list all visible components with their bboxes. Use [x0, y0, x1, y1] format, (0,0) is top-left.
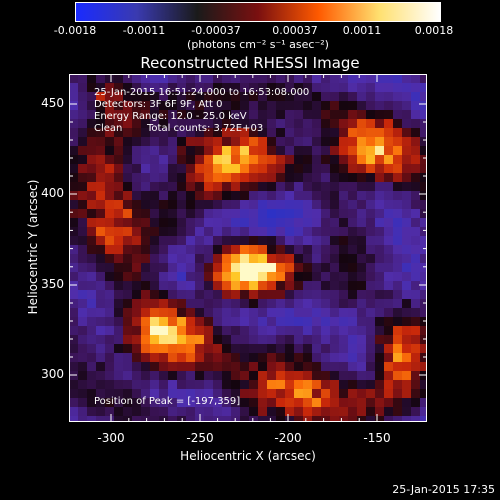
- colorbar-tick: 0.0011: [342, 24, 382, 37]
- rhessi-image: [69, 74, 427, 422]
- intensity-map: [69, 74, 427, 422]
- y-axis-label: Heliocentric Y (arcsec): [26, 179, 40, 315]
- y-tick-label: 450: [41, 96, 64, 110]
- colorbar-tick: -0.0011: [122, 24, 166, 37]
- colorbar-tick: -0.00037: [191, 24, 241, 37]
- energy-range: Energy Range: 12.0 - 25.0 keV: [94, 111, 247, 122]
- y-tick-label: 300: [41, 367, 64, 381]
- y-tick-label: 350: [41, 277, 64, 291]
- colorbar-tick: -0.0018: [53, 24, 97, 37]
- x-axis-label: Heliocentric X (arcsec): [180, 449, 316, 463]
- detectors: Detectors: 3F 6F 9F, Att 0: [94, 99, 223, 110]
- image-title: Reconstructed RHESSI Image: [140, 54, 360, 72]
- colorbar-gradient: [75, 2, 441, 22]
- colorbar-tick: 0.00037: [272, 24, 318, 37]
- x-tick-label: -200: [274, 431, 302, 445]
- time-range: 25-Jan-2015 16:51:24.000 to 16:53:08.000: [94, 87, 310, 98]
- colorbar: [75, 2, 441, 22]
- peak-position: Position of Peak = [-197,359]: [94, 396, 241, 407]
- y-tick-label: 400: [41, 186, 64, 200]
- colorbar-tick: 0.0018: [414, 24, 454, 37]
- total-counts: Total counts: 3.72E+03: [147, 123, 264, 134]
- footer-timestamp: 25-Jan-2015 17:35: [392, 483, 495, 496]
- x-tick-label: -300: [97, 431, 125, 445]
- method: Clean: [94, 123, 123, 134]
- x-tick-label: -250: [186, 431, 214, 445]
- x-tick-label: -150: [363, 431, 391, 445]
- colorbar-units: (photons cm⁻² s⁻¹ asec⁻²): [187, 38, 329, 51]
